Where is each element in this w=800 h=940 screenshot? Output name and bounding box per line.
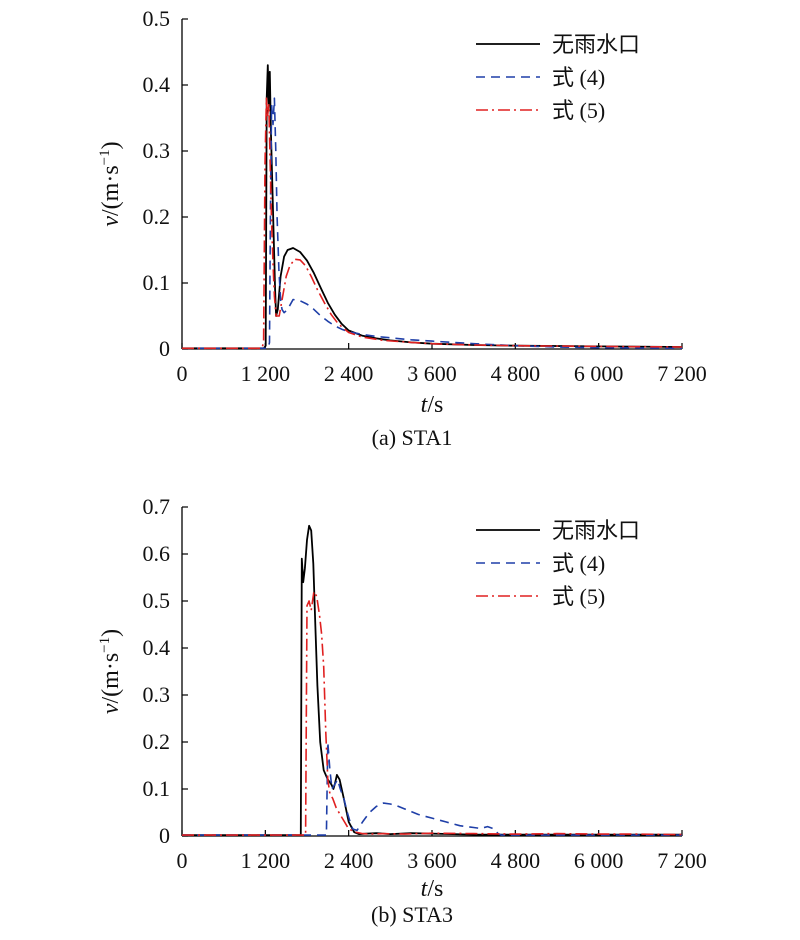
series-line-3 [182,97,683,350]
y-axis-title: v/(m·s−1) [97,141,124,226]
x-axis-unit: /s [427,392,443,418]
y-tick-label: 0.2 [143,729,171,754]
legend-label-2: 式 (4) [552,551,605,576]
legend-label-3: 式 (5) [552,98,605,123]
y-tick-label: 0.6 [143,541,171,566]
y-tick-label: 0.7 [143,494,171,519]
y-axis-close: ) [98,629,124,637]
x-tick-label: 0 [177,361,188,386]
y-tick-label: 0.3 [143,682,171,707]
x-tick-label: 4 800 [491,361,541,386]
y-axis-title: v/(m·s−1) [97,629,124,714]
x-tick-label: 7 200 [657,848,707,873]
y-tick-label: 0 [159,336,170,361]
chart-panel-2: 0 0.1 0.2 0.3 0.4 0.5 0.6 0.7 0 1 200 2 400 3 600 4 … [97,494,707,927]
y-axis-exponent: −1 [97,149,113,165]
y-tick-label: 0.5 [143,588,171,613]
legend-label-1: 无雨水口 [552,518,640,543]
chart-panel-1: 0 0.1 0.2 0.3 0.4 0.5 0 1 200 2 400 3 600 4 800 6 0… [97,6,707,450]
y-axis-unit: /(m·s [98,653,124,704]
x-axis-var: t [421,392,429,418]
y-tick-label: 0.4 [143,72,171,97]
series-line-2 [182,741,682,836]
legend-label-1: 无雨水口 [552,32,640,57]
legend-label-3: 式 (5) [552,584,605,609]
y-axis-exponent: −1 [97,637,113,653]
x-tick-label: 7 200 [657,361,707,386]
y-tick-label: 0.5 [143,6,171,31]
x-axis-unit: /s [427,876,443,902]
y-axis-var: v [98,216,124,227]
y-tick-label: 0.2 [143,204,171,229]
panel-caption: (a) STA1 [372,425,453,450]
x-axis-var: t [421,876,429,902]
y-tick-label: 0.3 [143,138,171,163]
series-line-1 [182,524,682,836]
panel-caption: (b) STA3 [371,902,453,927]
y-tick-label: 0.1 [143,270,171,295]
x-tick-label: 4 800 [491,848,541,873]
x-tick-label: 6 000 [574,361,624,386]
x-tick-label: 2 400 [324,361,374,386]
x-tick-label: 6 000 [574,848,624,873]
y-tick-label: 0.1 [143,776,171,801]
x-axis-title: t/s [421,392,444,418]
x-tick-label: 0 [177,848,188,873]
series-line-1 [182,64,683,350]
y-axis-close: ) [98,141,124,149]
x-tick-label: 3 600 [407,361,457,386]
x-tick-label: 1 200 [241,848,291,873]
series-line-2 [182,97,683,350]
y-tick-label: 0.4 [143,635,171,660]
y-axis-unit: /(m·s [98,165,124,216]
x-tick-label: 2 400 [324,848,374,873]
x-tick-label: 3 600 [407,848,457,873]
series-line-3 [182,590,683,836]
y-tick-label: 0 [159,823,170,848]
x-axis-title: t/s [421,876,444,902]
x-tick-label: 1 200 [241,361,291,386]
y-axis-var: v [98,703,124,714]
legend-label-2: 式 (4) [552,65,605,90]
